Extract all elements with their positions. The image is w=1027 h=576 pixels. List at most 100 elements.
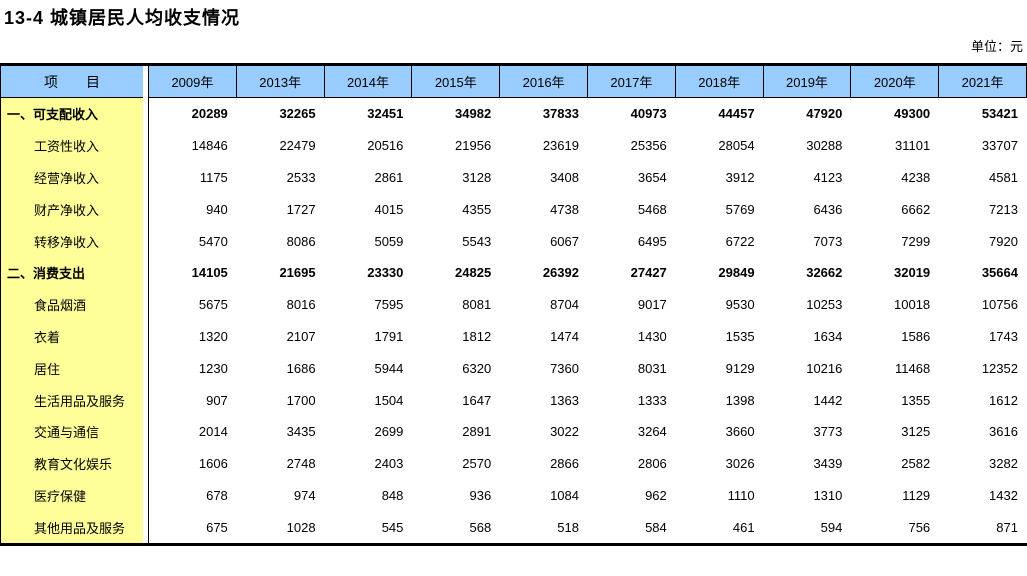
- value-cell: 6320: [462, 360, 492, 376]
- table-row: 1230 1686 5944 6320 7360 8031 9129 10216 11468 12…: [149, 352, 1027, 384]
- value-cell: 4355: [462, 201, 492, 217]
- year-header-cell: 2015年: [412, 66, 501, 97]
- value-cell: 3282: [989, 456, 1018, 472]
- value-cell: 11468: [894, 360, 931, 376]
- value-cell: 1612: [989, 392, 1018, 408]
- value-cell: 2582: [901, 456, 931, 472]
- value-cell: 1727: [286, 201, 316, 217]
- year-header-cell: 2013年: [237, 66, 325, 97]
- value-cell: 1791: [374, 328, 404, 344]
- value-cell: 2014: [198, 424, 228, 440]
- row-label: 交通与通信: [34, 425, 100, 441]
- value-cell: 2748: [286, 456, 316, 472]
- value-cell: 3128: [462, 169, 492, 185]
- value-cell: 6722: [725, 233, 755, 249]
- value-cell: 962: [645, 487, 667, 503]
- row-label: 工资性收入: [34, 139, 100, 155]
- value-cell: 32451: [367, 106, 404, 122]
- value-cell: 3022: [550, 424, 579, 440]
- value-cell: 32265: [279, 106, 316, 122]
- year-header-cell: 2016年: [500, 66, 588, 97]
- value-cell: 6436: [813, 201, 843, 217]
- value-cell: 2403: [374, 456, 404, 472]
- value-cell: 1129: [902, 487, 931, 503]
- table-row: 5675 8016 7595 8081 8704 9017 9530 10253 10018 10…: [149, 289, 1027, 321]
- row-label: 生活用品及服务: [34, 393, 126, 409]
- value-cell: 49300: [894, 106, 931, 122]
- value-cell: 26392: [542, 265, 579, 281]
- value-cell: 2866: [550, 456, 579, 472]
- value-cell: 1320: [198, 328, 228, 344]
- row-label: 财产净收入: [34, 202, 100, 218]
- table-row: 20289 32265 32451 34982 37833 40973 44457 47920…: [149, 98, 1027, 130]
- value-cell: 1333: [637, 392, 667, 408]
- value-cell: 33707: [981, 138, 1018, 154]
- stub-header-cell: 项 目: [1, 66, 143, 98]
- value-cell: 47920: [806, 106, 843, 122]
- year-header-cell: 2020年: [851, 66, 940, 97]
- value-cell: 1110: [727, 487, 755, 503]
- year-header-cell: 2009年: [149, 66, 237, 97]
- value-cell: 23619: [542, 138, 579, 154]
- value-cell: 7360: [550, 360, 579, 376]
- value-cell: 1586: [901, 328, 931, 344]
- value-cell: 20516: [367, 138, 404, 154]
- value-cell: 1535: [725, 328, 755, 344]
- page-title: 13-4 城镇居民人均收支情况: [4, 8, 241, 28]
- value-cell: 34982: [455, 106, 492, 122]
- value-cell: 7595: [374, 297, 404, 313]
- value-cell: 31101: [894, 138, 931, 154]
- value-cell: 53421: [981, 106, 1018, 122]
- value-cell: 675: [206, 519, 228, 535]
- value-cell: 1606: [198, 456, 228, 472]
- year-header-cell: 2014年: [325, 66, 413, 97]
- table-row: 940 1727 4015 4355 4738 5468 5769 6436 6662 7213: [149, 193, 1027, 225]
- value-cell: 568: [469, 519, 492, 535]
- value-cell: 2570: [462, 456, 492, 472]
- value-cell: 6495: [637, 233, 667, 249]
- value-cell: 1430: [637, 328, 667, 344]
- value-cell: 3125: [901, 424, 931, 440]
- value-cell: 20289: [191, 106, 228, 122]
- value-cell: 9530: [725, 297, 755, 313]
- stub-body: 一、可支配收入 工资性收入 经营净收入 财产净收入 转移净收入 二、消费支出 食品烟酒 衣着居…: [1, 98, 143, 544]
- value-cell: 14846: [191, 138, 228, 154]
- value-cell: 1310: [813, 487, 843, 503]
- value-cell: 3439: [813, 456, 843, 472]
- value-cell: 37833: [542, 106, 579, 122]
- value-cell: 9017: [637, 297, 667, 313]
- value-cell: 2533: [286, 169, 316, 185]
- column-gutter: [143, 66, 148, 544]
- value-cell: 35664: [981, 265, 1018, 281]
- value-cell: 678: [206, 487, 228, 503]
- value-cell: 23330: [367, 265, 404, 281]
- value-cell: 7920: [989, 233, 1018, 249]
- value-cell: 2699: [374, 424, 404, 440]
- value-cell: 10018: [894, 297, 931, 313]
- value-cell: 2107: [286, 328, 316, 344]
- value-cell: 14105: [191, 265, 228, 281]
- value-cell: 32019: [894, 265, 931, 281]
- value-cell: 1700: [286, 392, 316, 408]
- value-cell: 4015: [374, 201, 404, 217]
- value-cell: 8704: [550, 297, 579, 313]
- value-cell: 7299: [901, 233, 931, 249]
- row-label: 居住: [34, 361, 61, 377]
- value-cell: 1504: [374, 392, 404, 408]
- value-cell: 4238: [901, 169, 931, 185]
- table-row: 675 1028 545 568 518 584 461 594 756 871: [149, 511, 1027, 543]
- value-cell: 21695: [279, 265, 316, 281]
- row-label: 其他用品及服务: [34, 520, 126, 536]
- value-cell: 907: [206, 392, 228, 408]
- value-cell: 1442: [813, 392, 843, 408]
- row-label: 教育文化娱乐: [34, 457, 113, 473]
- value-cell: 5543: [462, 233, 492, 249]
- table-row: 678 974 848 936 1084 962 1110 1310 1129 1432: [149, 480, 1027, 512]
- income-expenditure-table: 项 目 一、可支配收入 工资性收入 经营净收入 财产净收入 转移净收入 二、消费支出 食品烟…: [0, 63, 1027, 547]
- year-header-cell: 2018年: [676, 66, 764, 97]
- value-cell: 5675: [198, 297, 228, 313]
- value-cell: 27427: [630, 265, 667, 281]
- value-cell: 28054: [718, 138, 755, 154]
- value-cell: 3435: [286, 424, 316, 440]
